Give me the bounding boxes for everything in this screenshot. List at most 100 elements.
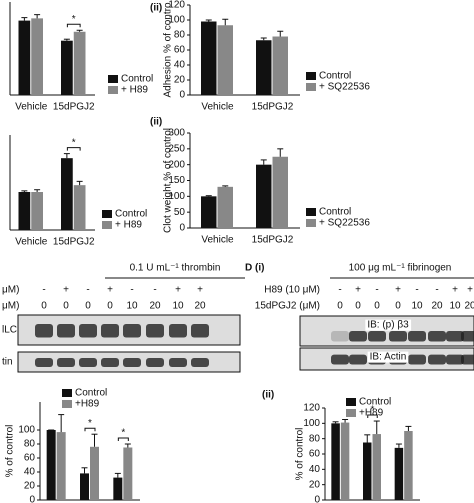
error-bar <box>205 195 212 197</box>
error-bar <box>277 148 284 157</box>
legend-label: Control <box>75 388 107 399</box>
error-bar <box>81 467 88 474</box>
x-tick-label: 15dPGJ2 <box>252 235 294 246</box>
error-bar <box>405 425 412 431</box>
error-bar <box>34 189 41 192</box>
y-tick-label: 0 <box>29 495 35 503</box>
x-tick-label: 15dPGJ2 <box>53 102 95 113</box>
bar <box>31 192 43 230</box>
row-cell: - <box>130 285 133 296</box>
bar <box>340 422 350 500</box>
legend-label: +H89 <box>359 408 384 419</box>
x-tick-label: Vehicle <box>15 237 48 248</box>
blot-band <box>146 324 164 338</box>
legend-label: + SQ22536 <box>319 82 370 93</box>
row-cell: 20 <box>431 301 443 312</box>
legend-swatch <box>62 400 72 408</box>
y-tick-label: 120 <box>303 403 320 414</box>
legend-swatch <box>306 72 316 80</box>
row-cell: + <box>467 285 473 296</box>
row-cell: 0 <box>85 301 91 312</box>
row-cell: + <box>395 285 401 296</box>
y-tick-label: 60 <box>309 449 321 460</box>
y-tick-label: 100 <box>303 418 320 429</box>
bar <box>217 25 233 95</box>
significance-star: * <box>121 428 125 439</box>
significance-bracket <box>66 147 81 151</box>
legend-label: Control <box>319 71 351 82</box>
legend-label: Control <box>115 209 147 220</box>
legend-label: +H89 <box>75 399 100 410</box>
bar <box>80 473 89 500</box>
x-tick-label: 15dPGJ2 <box>252 102 294 113</box>
row-cell: + <box>355 285 361 296</box>
row-cell: 0 <box>374 301 380 312</box>
blot-band <box>446 354 464 365</box>
y-tick-label: 80 <box>174 30 186 41</box>
row-cell: 0 <box>337 301 343 312</box>
y-tick-label: 40 <box>174 60 186 71</box>
error-bar <box>222 185 229 187</box>
x-tick-label: Vehicle <box>201 102 234 113</box>
y-tick-label: 0 <box>179 223 185 234</box>
y-tick-label: 150 <box>168 175 185 186</box>
row-cell: 0 <box>395 301 401 312</box>
blot-band <box>146 358 164 367</box>
blot-band <box>446 331 464 342</box>
blot-band <box>123 358 141 367</box>
bar <box>201 21 217 95</box>
blot-band <box>35 358 53 367</box>
y-tick-label: 0 <box>314 495 320 503</box>
error-bar <box>332 421 339 424</box>
legend-swatch <box>346 409 356 417</box>
panel-label: D (i) <box>245 263 264 274</box>
bar <box>56 432 66 500</box>
row-cell: 0 <box>41 301 47 312</box>
x-tick-label: 15dPGJ2 <box>53 237 95 248</box>
band-label: IB: Actin <box>370 352 407 363</box>
bar <box>31 18 43 96</box>
band-label: lLC <box>2 325 17 336</box>
bar <box>18 20 31 96</box>
error-bar <box>76 29 83 32</box>
error-bar <box>34 14 41 19</box>
bar <box>256 40 272 95</box>
row-cell: - <box>338 285 341 296</box>
row-cell: 10 <box>449 301 461 312</box>
blot-band <box>461 354 474 365</box>
error-bar <box>58 414 65 433</box>
error-bar <box>260 37 267 41</box>
row-cell: 0 <box>355 301 361 312</box>
blot-band <box>461 331 474 342</box>
y-tick-label: 20 <box>309 479 321 490</box>
legend-swatch <box>346 398 356 406</box>
row-cell: + <box>175 285 181 296</box>
error-bar <box>63 153 70 159</box>
error-bar <box>342 419 349 423</box>
row-cell: 20 <box>194 301 206 312</box>
bar <box>272 36 288 95</box>
blot-band <box>349 331 367 342</box>
error-bar <box>222 18 229 26</box>
legend-swatch <box>102 210 112 218</box>
row-cell: + <box>107 285 113 296</box>
y-tick-label: 200 <box>168 159 185 170</box>
blot-band <box>35 324 53 338</box>
bar <box>217 186 233 228</box>
blot-band <box>101 324 119 338</box>
y-tick-label: 100 <box>168 15 185 26</box>
x-tick-label: Vehicle <box>15 102 48 113</box>
y-axis-label: % of control <box>295 428 306 481</box>
bar <box>256 164 272 228</box>
row-cell: 0 <box>107 301 113 312</box>
row-cell: 20 <box>464 301 474 312</box>
blot-header: 100 μg mL⁻¹ fibrinogen <box>349 263 452 274</box>
row-cell: - <box>375 285 378 296</box>
legend-label: Control <box>359 397 391 408</box>
legend-label: + H89 <box>115 220 142 231</box>
bar <box>201 196 217 228</box>
bar <box>331 423 340 500</box>
error-bar <box>76 180 83 186</box>
bar <box>73 31 86 95</box>
